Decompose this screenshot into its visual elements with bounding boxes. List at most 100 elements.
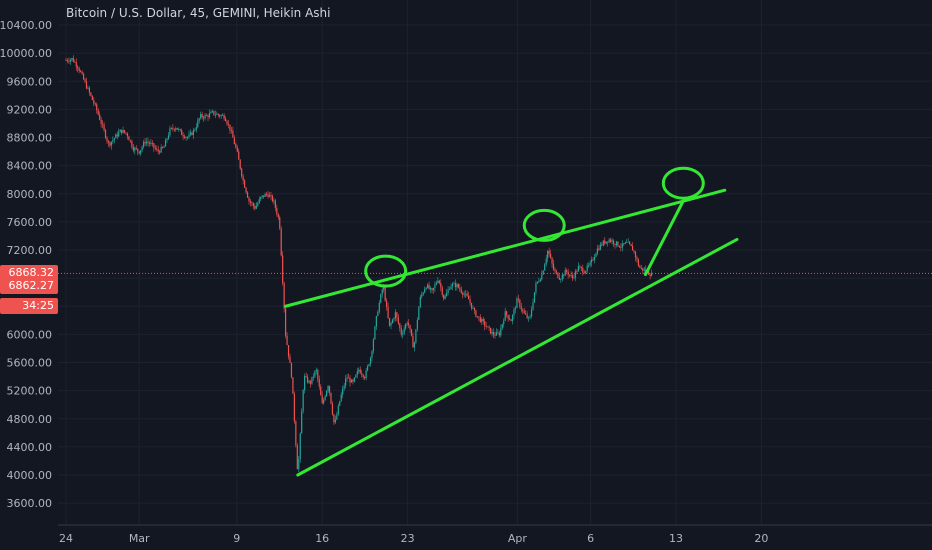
candle <box>267 190 269 199</box>
candle-body <box>103 124 105 130</box>
candle-body <box>563 274 565 276</box>
candle <box>589 260 591 268</box>
candle-body <box>213 110 215 115</box>
annotation-circle <box>661 166 705 200</box>
candle <box>510 318 512 322</box>
candle-body <box>593 256 596 260</box>
candle-body <box>305 376 307 377</box>
candle-body <box>147 141 149 143</box>
candle <box>520 302 522 313</box>
candle <box>308 379 310 385</box>
candle-body <box>640 267 642 269</box>
candle-body <box>487 326 489 328</box>
candle <box>84 77 86 84</box>
candle <box>618 245 620 249</box>
candle <box>522 308 524 315</box>
candle <box>443 294 445 301</box>
candle-body <box>331 403 334 415</box>
candle-body <box>599 244 601 250</box>
candle-body <box>245 187 247 193</box>
candle <box>290 362 293 379</box>
candle <box>555 269 558 275</box>
candle <box>128 135 130 141</box>
candle-body <box>302 390 304 412</box>
candle-body <box>608 239 610 243</box>
candle-body <box>308 381 310 383</box>
candle <box>301 408 303 434</box>
candle-body <box>320 386 322 396</box>
candle <box>336 411 338 421</box>
candle-body <box>588 265 590 266</box>
candle <box>142 139 145 149</box>
candle <box>298 455 300 473</box>
candle-body <box>119 129 121 133</box>
candle-body <box>289 356 291 363</box>
candle <box>90 91 92 97</box>
candle <box>257 201 259 207</box>
candle <box>362 373 364 380</box>
candle <box>167 132 170 141</box>
candle-body <box>258 199 260 204</box>
candle <box>410 328 413 337</box>
candle-body <box>529 316 531 318</box>
candle-body <box>295 421 297 446</box>
candle-body <box>435 282 437 285</box>
candle <box>260 196 262 202</box>
candle <box>286 332 288 346</box>
candle-body <box>121 129 123 133</box>
candle-body <box>437 280 439 283</box>
candle <box>586 262 588 274</box>
candle <box>387 302 389 319</box>
candle <box>633 249 635 254</box>
candle <box>551 256 553 268</box>
candle-body <box>618 246 620 248</box>
candle-body <box>145 141 148 144</box>
candle <box>529 314 531 320</box>
candle-body <box>216 113 218 115</box>
candle <box>424 286 426 294</box>
candle <box>588 262 590 269</box>
candle <box>590 256 593 267</box>
candle <box>80 69 82 73</box>
candle <box>324 394 326 401</box>
candle-body <box>475 310 477 317</box>
candle <box>399 322 401 332</box>
candle-body <box>538 281 540 283</box>
candle <box>211 109 213 113</box>
candle <box>113 137 115 144</box>
candle-body <box>468 296 470 300</box>
candle <box>198 117 200 124</box>
candle <box>636 255 638 263</box>
candle <box>299 432 301 463</box>
candle-body <box>204 115 206 119</box>
candle-body <box>337 405 339 415</box>
candle <box>135 145 137 150</box>
candle-body <box>494 335 496 336</box>
candle-body <box>491 331 493 334</box>
x-axis: 24 Mar 9 16 23 Apr 6 13 20 <box>59 532 768 545</box>
candle-body <box>418 307 420 320</box>
candle <box>144 138 146 147</box>
candle-body <box>238 151 240 160</box>
candle-body <box>78 68 80 71</box>
candle <box>185 136 187 141</box>
candle <box>271 194 274 203</box>
candle <box>538 277 540 283</box>
candle <box>539 278 541 282</box>
candle-body <box>391 319 394 324</box>
candle-body <box>273 200 275 202</box>
candle <box>569 274 571 278</box>
candle-body <box>222 115 224 116</box>
candle-body <box>555 271 558 273</box>
candle-body <box>630 244 632 247</box>
candle-body <box>90 92 92 96</box>
candle <box>503 318 505 328</box>
candle-body <box>545 258 547 265</box>
candle-body <box>365 370 367 379</box>
candle <box>405 323 407 331</box>
candle <box>210 110 212 114</box>
candle-body <box>167 135 170 139</box>
candle-body <box>617 241 619 247</box>
x-tick-label: 6 <box>587 532 594 545</box>
